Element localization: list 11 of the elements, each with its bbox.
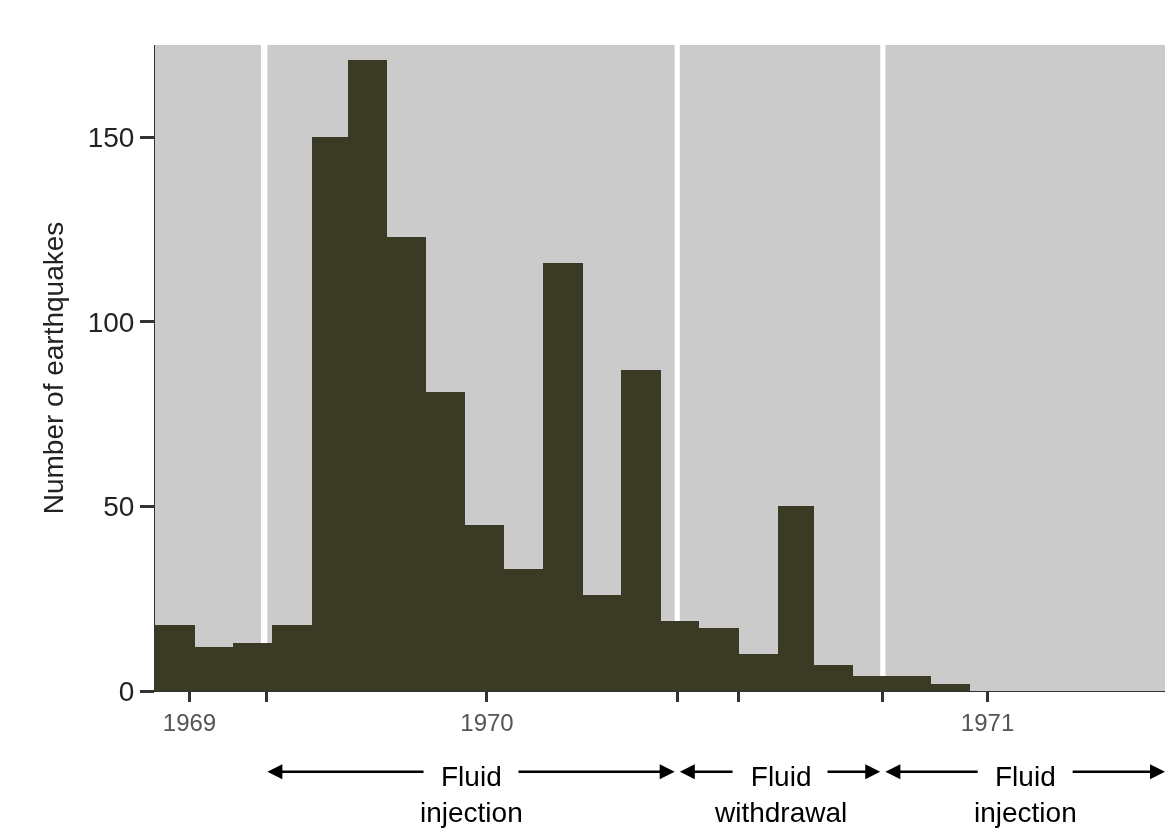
y-tick-label: 50: [103, 491, 135, 523]
y-tick-label: 150: [87, 122, 135, 154]
y-tick-label: 0: [118, 675, 135, 707]
x-tick-label: 1970: [460, 708, 514, 736]
y-tick-label: 100: [87, 306, 135, 338]
x-tick-label: 1971: [960, 708, 1015, 736]
band-label: Fluid withdrawal: [714, 761, 848, 829]
band-label: Fluid injection: [974, 761, 1077, 829]
x-tick-label: 1969: [162, 708, 217, 736]
band-label: Fluid injection: [420, 761, 523, 829]
y-axis-title: Number of earthquakes: [38, 221, 70, 515]
